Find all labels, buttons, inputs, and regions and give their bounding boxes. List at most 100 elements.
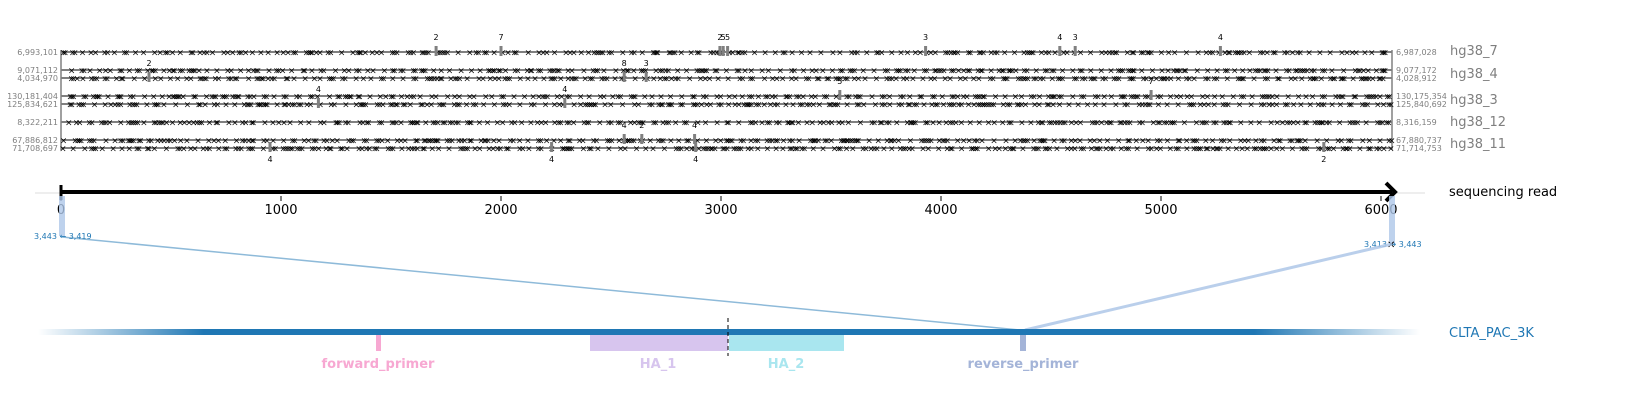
mismatch-mark: × xyxy=(1354,67,1362,77)
mismatch-mark: × xyxy=(87,49,95,59)
mismatch-mark: × xyxy=(463,75,471,85)
mismatch-mark: × xyxy=(607,101,615,111)
mismatch-mark: × xyxy=(1074,101,1082,111)
mismatch-mark: × xyxy=(1274,75,1282,85)
mismatch-mark: × xyxy=(1385,119,1393,129)
mismatch-mark: × xyxy=(885,119,893,129)
mismatch-mark: × xyxy=(1006,67,1014,77)
mismatch-mark: × xyxy=(751,49,759,59)
mismatch-mark: × xyxy=(1381,67,1389,77)
mismatch-mark: × xyxy=(808,67,816,77)
junction-connector-right xyxy=(1024,242,1393,332)
mismatch-mark: × xyxy=(836,49,844,59)
indel-label: 7 xyxy=(498,33,503,42)
mismatch-mark: × xyxy=(842,75,850,85)
chrom-label-hg38_4: hg38_4 xyxy=(1450,67,1498,82)
mismatch-mark: × xyxy=(1032,67,1040,77)
mismatch-mark: × xyxy=(1246,67,1254,77)
mismatch-mark: × xyxy=(1144,49,1152,59)
indel-label: 5 xyxy=(725,33,730,42)
mismatch-mark: × xyxy=(964,67,972,77)
mismatch-mark: × xyxy=(118,67,126,77)
mismatch-mark: × xyxy=(886,101,894,111)
mismatch-mark: × xyxy=(611,75,619,85)
mismatch-mark: × xyxy=(578,49,586,59)
mismatch-mark: × xyxy=(338,49,346,59)
mismatch-mark: × xyxy=(1158,67,1166,77)
mismatch-mark: × xyxy=(1099,75,1107,85)
chrom-label-hg38_12: hg38_12 xyxy=(1450,115,1506,130)
mismatch-mark: × xyxy=(1164,75,1172,85)
mismatch-mark: × xyxy=(476,67,484,77)
mismatch-mark: × xyxy=(1238,49,1246,59)
x-tick-label: 5000 xyxy=(1144,203,1177,218)
mismatch-mark: × xyxy=(1339,75,1347,85)
mismatch-mark: × xyxy=(661,145,669,155)
mismatch-mark: × xyxy=(69,145,77,155)
mismatch-mark: × xyxy=(320,119,328,129)
mismatch-mark: × xyxy=(101,75,109,85)
mismatch-mark: × xyxy=(441,49,449,59)
mismatch-mark: × xyxy=(713,49,721,59)
mismatch-mark: × xyxy=(209,49,217,59)
mismatch-mark: × xyxy=(765,67,773,77)
mismatch-mark: × xyxy=(1349,49,1357,59)
mismatch-mark: × xyxy=(290,49,298,59)
mismatch-mark: × xyxy=(988,49,996,59)
mismatch-mark: × xyxy=(1051,49,1059,59)
mismatch-mark: × xyxy=(250,67,258,77)
mismatch-mark: × xyxy=(483,49,491,59)
mismatch-mark: × xyxy=(652,67,660,77)
mismatch-mark: × xyxy=(951,49,959,59)
mismatch-mark: × xyxy=(1089,75,1097,85)
mismatch-mark: × xyxy=(1260,67,1268,77)
mismatch-mark: × xyxy=(341,67,349,77)
mismatch-mark: × xyxy=(948,145,956,155)
mismatch-mark: × xyxy=(1139,49,1147,59)
mismatch-mark: × xyxy=(326,75,334,85)
mismatch-mark: × xyxy=(1352,67,1360,77)
mismatch-mark: × xyxy=(543,49,551,59)
mismatch-mark: × xyxy=(327,145,335,155)
mismatch-mark: × xyxy=(1010,145,1018,155)
mismatch-mark: × xyxy=(373,49,381,59)
mismatch-mark: × xyxy=(851,67,859,77)
mismatch-mark: × xyxy=(1176,67,1184,77)
mismatch-mark: × xyxy=(1029,49,1037,59)
mismatch-mark: × xyxy=(1011,49,1019,59)
mismatch-mark: × xyxy=(848,49,856,59)
mismatch-mark: × xyxy=(638,67,646,77)
mismatch-mark: × xyxy=(834,101,842,111)
mismatch-mark: × xyxy=(1354,119,1362,129)
mismatch-mark: × xyxy=(884,67,892,77)
indel-label: 4 xyxy=(267,155,272,164)
mismatch-mark: × xyxy=(707,101,715,111)
mismatch-mark: × xyxy=(735,119,743,129)
mismatch-mark: × xyxy=(1256,67,1264,77)
mismatch-mark: × xyxy=(1303,67,1311,77)
mismatch-mark: × xyxy=(410,75,418,85)
mismatch-mark: × xyxy=(1000,67,1008,77)
mismatch-mark: × xyxy=(642,67,650,77)
mismatch-mark: × xyxy=(1340,75,1348,85)
indel-label: 4 xyxy=(1057,33,1062,42)
mismatch-mark: × xyxy=(710,49,718,59)
alignment-start-label: 125,834,621 xyxy=(7,100,58,109)
mismatch-mark: × xyxy=(1097,67,1105,77)
mismatch-mark: × xyxy=(1071,75,1079,85)
mismatch-mark: × xyxy=(723,67,731,77)
mismatch-mark: × xyxy=(1153,75,1161,85)
mismatch-mark: × xyxy=(605,49,613,59)
mismatch-mark: × xyxy=(641,75,649,85)
mismatch-mark: × xyxy=(772,49,780,59)
mismatch-mark: × xyxy=(245,75,253,85)
indel-label: 4 xyxy=(692,121,697,130)
mismatch-mark: × xyxy=(393,49,401,59)
mismatch-mark: × xyxy=(1056,75,1064,85)
mismatch-mark: × xyxy=(91,101,99,111)
mismatch-mark: × xyxy=(125,145,133,155)
mismatch-mark: × xyxy=(468,67,476,77)
mismatch-mark: × xyxy=(630,67,638,77)
mismatch-mark: × xyxy=(133,101,141,111)
mismatch-mark: × xyxy=(814,75,822,85)
